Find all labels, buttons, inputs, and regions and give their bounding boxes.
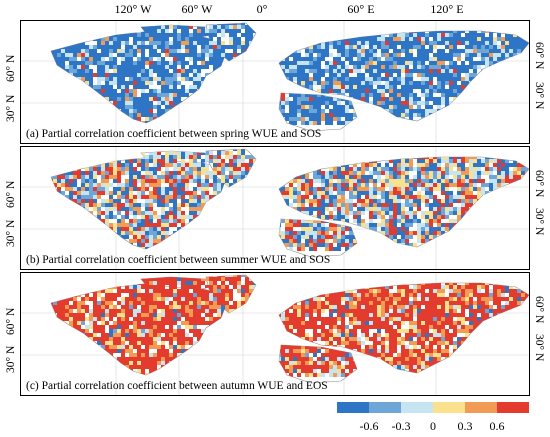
lat-label-a-60n: 60° N xyxy=(5,54,17,82)
correlation-field xyxy=(51,149,529,251)
longitude-label-120e: 120° E xyxy=(430,2,464,16)
legend-swatch-6 xyxy=(497,402,529,413)
legend-tick-5: 0.6 xyxy=(489,419,505,433)
lat-label-c-30n-right: 30° N xyxy=(533,334,545,362)
map-canvas-c xyxy=(21,273,529,395)
legend-swatch-2 xyxy=(369,402,401,413)
panel-caption-b: (b) Partial correlation coefficient betw… xyxy=(26,254,331,266)
correlation-field xyxy=(51,23,529,125)
legend-swatch-5 xyxy=(465,402,497,413)
legend-tick-4: 0.3 xyxy=(457,419,473,433)
longitude-label-60w: 60° W xyxy=(181,2,213,16)
map-panel-c: (c) Partial correlation coefficient betw… xyxy=(20,272,530,396)
legend-swatch-3 xyxy=(401,402,433,413)
lat-label-b-60n: 60° N xyxy=(5,180,17,208)
legend-tick-3: 0 xyxy=(430,419,436,433)
lat-label-c-60n-right: 60° N xyxy=(533,296,545,324)
lat-label-a-30n-right: 30° N xyxy=(533,82,545,110)
lat-label-c-60n: 60° N xyxy=(5,307,17,335)
map-canvas-a xyxy=(21,21,529,143)
map-canvas-b xyxy=(21,147,529,269)
panel-caption-a: (a) Partial correlation coefficient betw… xyxy=(26,128,322,140)
lat-label-c-30n: 30° N xyxy=(5,345,17,373)
legend-swatch-1 xyxy=(337,402,369,413)
longitude-label-60e: 60° E xyxy=(347,2,375,16)
map-panel-b: (b) Partial correlation coefficient betw… xyxy=(20,146,530,270)
correlation-field xyxy=(51,275,529,377)
legend-swatch-4 xyxy=(433,402,465,413)
lat-label-b-30n: 30° N xyxy=(5,219,17,247)
map-panel-a: (a) Partial correlation coefficient betw… xyxy=(20,20,530,144)
lat-label-b-60n-right: 60° N xyxy=(533,170,545,198)
legend-tick-1: -0.6 xyxy=(359,419,379,433)
longitude-label-120w: 120° W xyxy=(114,2,152,16)
longitude-label-0: 0° xyxy=(256,2,268,16)
lat-label-b-30n-right: 30° N xyxy=(533,208,545,236)
lat-label-a-60n-right: 60° N xyxy=(533,42,545,70)
legend-tick-2: -0.3 xyxy=(391,419,411,433)
panel-caption-c: (c) Partial correlation coefficient betw… xyxy=(26,380,328,392)
lat-label-a-30n: 30° N xyxy=(5,94,17,122)
